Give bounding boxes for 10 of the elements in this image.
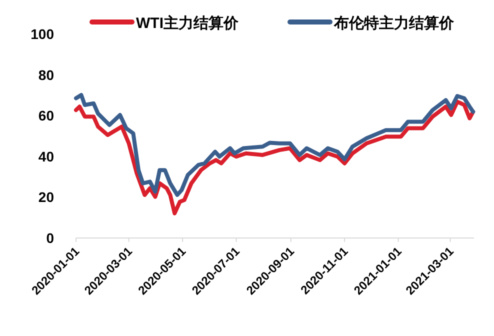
- line-series: [74, 100, 476, 216]
- y-tick-label: 40: [38, 148, 54, 164]
- legend-label: 布伦特主力结算价: [333, 14, 455, 32]
- y-tick-label: 80: [38, 66, 54, 83]
- y-tick-label: 100: [30, 26, 54, 42]
- legend-label: WTI主力结算价: [136, 14, 240, 32]
- y-tick-label: 0: [46, 230, 54, 246]
- y-tick-label: 60: [38, 108, 54, 124]
- line-series: [74, 93, 476, 197]
- y-tick-label: 20: [38, 189, 54, 206]
